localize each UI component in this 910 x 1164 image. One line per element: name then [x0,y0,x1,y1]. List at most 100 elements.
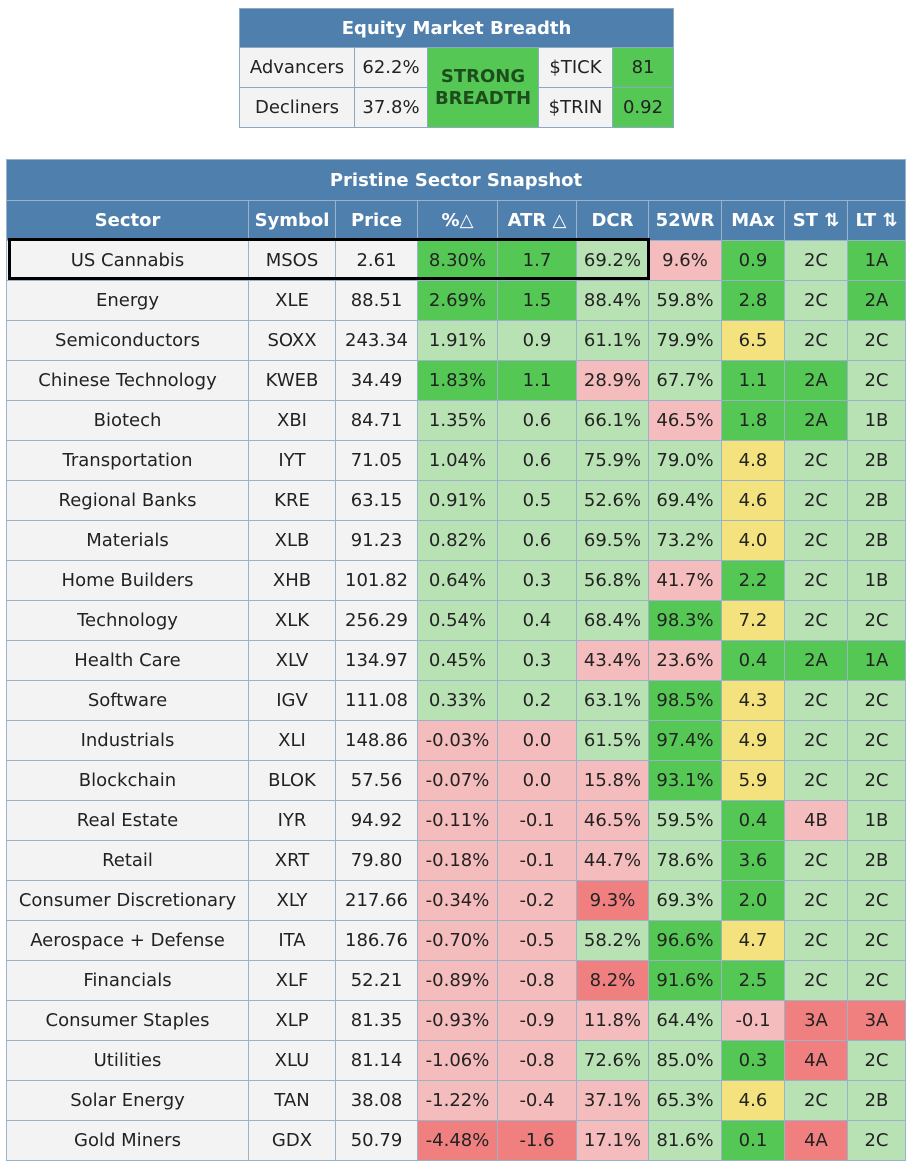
trin-value: 0.92 [611,87,675,128]
breadth-status: STRONG BREADTH [427,47,539,128]
cell-max: 6.5 [721,320,785,361]
table-row: Regional Banks KRE 63.15 0.91% 0.5 52.6% 69.4%… [6,480,906,521]
cell-dcr: 58.2% [576,920,649,961]
cell-sector: Chinese Technology [6,360,249,401]
table-row: Materials XLB 91.23 0.82% 0.6 69.5% 73.2% 4.0 2C… [6,520,906,561]
cell-sector: Aerospace + Defense [6,920,249,961]
cell-max: 4.0 [721,520,785,561]
cell-atr-change: -0.4 [497,1080,577,1121]
cell-sector: Materials [6,520,249,561]
cell-symbol: TAN [248,1080,336,1121]
cell-52wr: 73.2% [648,520,722,561]
cell-pct-change: 0.91% [417,480,498,521]
cell-52wr: 91.6% [648,960,722,1001]
cell-lt: 2C [847,320,906,361]
cell-dcr: 28.9% [576,360,649,401]
cell-dcr: 75.9% [576,440,649,481]
cell-atr-change: -0.8 [497,1040,577,1081]
cell-price: 57.56 [335,760,418,801]
cell-52wr: 69.4% [648,480,722,521]
cell-price: 101.82 [335,560,418,601]
cell-symbol: XLI [248,720,336,761]
cell-symbol: BLOK [248,760,336,801]
cell-dcr: 17.1% [576,1120,649,1161]
table-row: Retail XRT 79.80 -0.18% -0.1 44.7% 78.6% 3.6 2C 2… [6,840,906,881]
cell-price: 88.51 [335,280,418,321]
cell-pct-change: 0.45% [417,640,498,681]
cell-52wr: 59.8% [648,280,722,321]
cell-52wr: 79.0% [648,440,722,481]
table-row: Utilities XLU 81.14 -1.06% -0.8 72.6% 85.0% 0.3… [6,1040,906,1081]
cell-max: 0.4 [721,640,785,681]
cell-lt: 2B [847,840,906,881]
cell-max: 4.7 [721,920,785,961]
cell-symbol: XBI [248,400,336,441]
cell-price: 81.14 [335,1040,418,1081]
trin-label: $TRIN [538,87,613,128]
cell-lt: 1A [847,240,906,281]
cell-pct-change: -0.07% [417,760,498,801]
cell-symbol: XLK [248,600,336,641]
cell-price: 111.08 [335,680,418,721]
column-header-52wr: 52WR [648,200,722,241]
cell-symbol: ITA [248,920,336,961]
cell-lt: 1B [847,800,906,841]
cell-dcr: 69.5% [576,520,649,561]
tick-label: $TICK [538,47,613,88]
cell-lt: 2B [847,520,906,561]
cell-st: 2C [784,560,848,601]
cell-max: 2.8 [721,280,785,321]
breadth-title: Equity Market Breadth [238,8,675,48]
column-header-price: Price [335,200,418,241]
cell-lt: 1A [847,640,906,681]
cell-st: 2C [784,680,848,721]
cell-dcr: 66.1% [576,400,649,441]
cell-sector: Regional Banks [6,480,249,521]
column-header-atr-change: ATR △ [497,200,577,241]
cell-sector: Energy [6,280,249,321]
cell-sector: Home Builders [6,560,249,601]
column-header-sector: Sector [6,200,249,241]
cell-symbol: XLU [248,1040,336,1081]
cell-price: 84.71 [335,400,418,441]
cell-lt: 2B [847,480,906,521]
cell-max: 4.6 [721,1080,785,1121]
cell-st: 2C [784,280,848,321]
cell-price: 2.61 [335,240,418,281]
cell-max: 1.8 [721,400,785,441]
cell-atr-change: -0.2 [497,880,577,921]
cell-dcr: 37.1% [576,1080,649,1121]
cell-dcr: 8.2% [576,960,649,1001]
cell-price: 91.23 [335,520,418,561]
cell-dcr: 72.6% [576,1040,649,1081]
cell-symbol: SOXX [248,320,336,361]
cell-lt: 1B [847,400,906,441]
cell-52wr: 96.6% [648,920,722,961]
cell-pct-change: -1.22% [417,1080,498,1121]
cell-price: 186.76 [335,920,418,961]
cell-st: 4A [784,1040,848,1081]
cell-max: -0.1 [721,1000,785,1041]
snapshot-body: US Cannabis MSOS 2.61 8.30% 1.7 69.2% 9.6% 0.9 2… [6,240,906,1161]
cell-st: 4A [784,1120,848,1161]
column-header-lt: LT ⇅ [847,200,906,241]
cell-dcr: 11.8% [576,1000,649,1041]
cell-st: 2C [784,840,848,881]
table-row: Financials XLF 52.21 -0.89% -0.8 8.2% 91.6% 2.5… [6,960,906,1001]
cell-lt: 2C [847,960,906,1001]
snapshot-header-row: Sector Symbol Price %△ ATR △ DCR 52WR MAx ST ⇅ LT… [6,200,906,241]
cell-pct-change: 0.64% [417,560,498,601]
cell-52wr: 46.5% [648,400,722,441]
cell-52wr: 78.6% [648,840,722,881]
cell-sector: Biotech [6,400,249,441]
cell-sector: Consumer Staples [6,1000,249,1041]
cell-pct-change: -0.93% [417,1000,498,1041]
cell-pct-change: -0.70% [417,920,498,961]
table-row: Transportation IYT 71.05 1.04% 0.6 75.9% 79.0%… [6,440,906,481]
cell-lt: 2C [847,360,906,401]
table-row: Solar Energy TAN 38.08 -1.22% -0.4 37.1% 65.3%… [6,1080,906,1121]
cell-sector: Blockchain [6,760,249,801]
table-row: Aerospace + Defense ITA 186.76 -0.70% -0.5 58… [6,920,906,961]
cell-st: 2C [784,600,848,641]
table-row: Consumer Staples XLP 81.35 -0.93% -0.9 11.8% 6… [6,1000,906,1041]
